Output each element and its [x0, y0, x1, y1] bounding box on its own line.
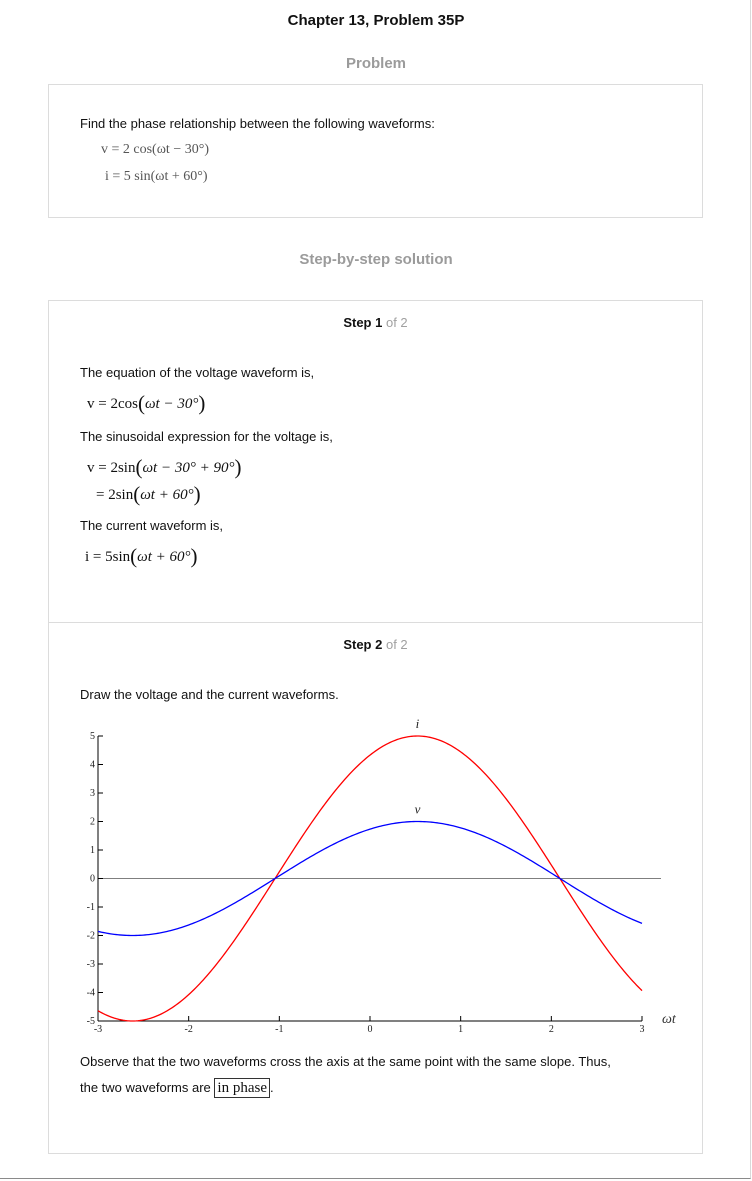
series-i-label: i — [416, 716, 420, 731]
y-tick-label: -3 — [87, 959, 95, 970]
y-tick-label: 5 — [90, 731, 95, 742]
x-tick-label: -3 — [94, 1024, 102, 1035]
x-tick-label: 2 — [549, 1024, 554, 1035]
x-tick-label: -2 — [184, 1024, 192, 1035]
step1-line2: The sinusoidal expression for the voltag… — [80, 429, 333, 444]
step2-header: Step 2 of 2 — [49, 637, 702, 652]
solution-heading: Step-by-step solution — [299, 251, 453, 268]
step1-eq1: v = 2cos(ωt − 30°) — [87, 391, 206, 415]
step1-eq3: = 2sin(ωt + 60°) — [96, 482, 201, 506]
y-tick-label: -2 — [87, 931, 95, 942]
y-tick-label: -5 — [87, 1016, 95, 1027]
step1-eq4: i = 5sin(ωt + 60°) — [85, 544, 198, 568]
x-tick-label: 1 — [458, 1024, 463, 1035]
step1-of: of 2 — [385, 315, 408, 330]
series-i-line — [97, 735, 643, 1022]
step1-line1: The equation of the voltage waveform is, — [80, 365, 315, 380]
problem-text: Find the phase relationship between the … — [80, 116, 435, 131]
y-tick-label: 3 — [90, 788, 95, 799]
step-divider — [49, 622, 702, 623]
chapter-title: Chapter 13, Problem 35P — [287, 12, 465, 29]
step1-line3: The current waveform is, — [80, 518, 224, 533]
step2-conclusion-line2: the two waveforms are in phase. — [80, 1078, 274, 1098]
x-tick-label: 3 — [640, 1024, 645, 1035]
step1-eq2: v = 2sin(ωt − 30° + 90°) — [87, 455, 242, 479]
y-tick-label: 2 — [90, 817, 95, 828]
step2-conclusion-line1: Observe that the two waveforms cross the… — [80, 1054, 611, 1069]
step1-header: Step 1 of 2 — [49, 315, 702, 330]
series-v-label: v — [415, 802, 421, 817]
x-axis-label: ωt — [662, 1012, 677, 1027]
problem-eq-v: v = 2 cos(ωt − 30°) — [101, 142, 209, 157]
y-tick-label: 1 — [90, 845, 95, 856]
y-tick-label: 0 — [90, 874, 95, 885]
problem-eq-i: i = 5 sin(ωt + 60°) — [105, 169, 208, 184]
y-tick-label: 4 — [90, 760, 95, 771]
step1-label: Step 1 — [343, 315, 383, 330]
y-tick-label: -1 — [87, 902, 95, 913]
x-tick-label: -1 — [275, 1024, 283, 1035]
x-tick-label: 0 — [368, 1024, 373, 1035]
answer-box: in phase — [214, 1078, 270, 1098]
problem-heading: Problem — [345, 55, 406, 72]
problem-card: Find the phase relationship between the … — [48, 84, 703, 218]
step2-of: of 2 — [385, 637, 408, 652]
series-v-line — [97, 820, 643, 937]
step2-label: Step 2 — [343, 637, 383, 652]
step2-line1: Draw the voltage and the current wavefor… — [80, 687, 339, 702]
solution-card: Step 1 of 2 The equation of the voltage … — [48, 300, 703, 1154]
y-tick-label: -4 — [87, 988, 95, 999]
